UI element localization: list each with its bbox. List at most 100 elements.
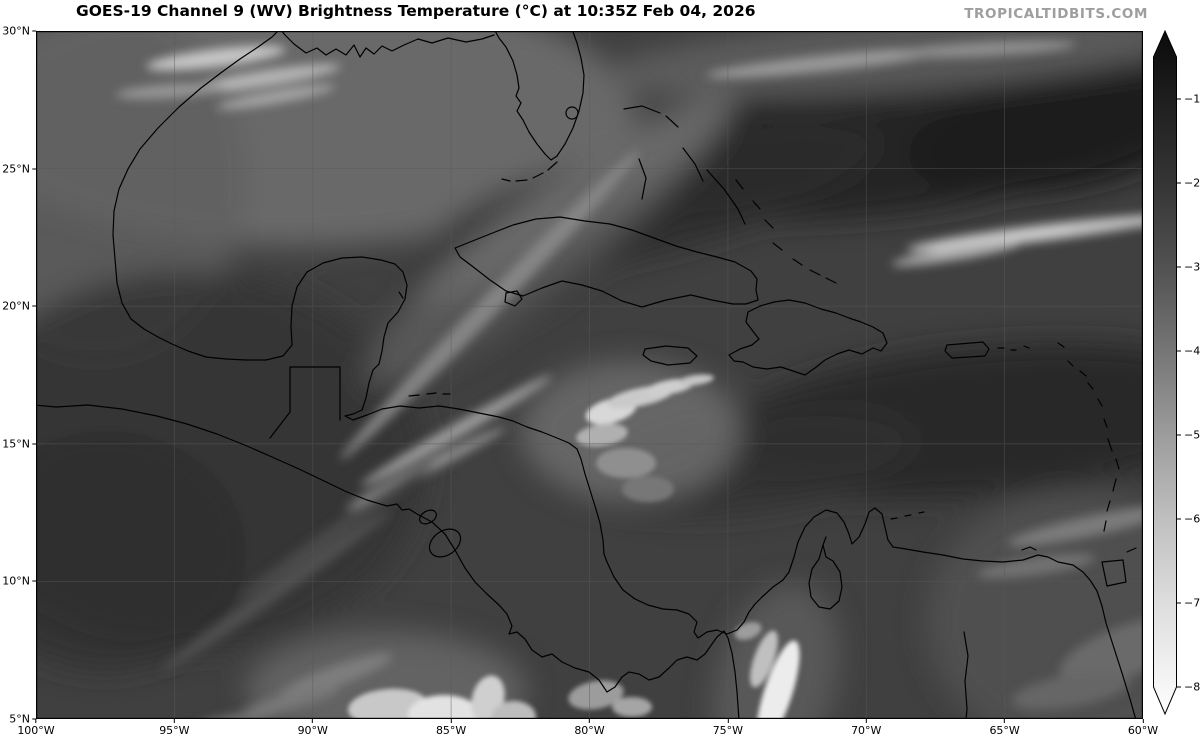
lat-tick: 30°N [2,25,36,38]
border-guatemala-belize [269,366,341,439]
figure-title: GOES-19 Channel 9 (WV) Brightness Temper… [76,2,756,20]
tick-mark [450,719,452,723]
colorbar-tick: −70 [1177,597,1200,610]
lat-tick-label: 10°N [2,574,30,588]
lon-tick-label: 65°W [989,724,1020,737]
coast-pacific [36,404,740,719]
lon-tick: 90°W [298,719,328,737]
lat-tick-label: 25°N [2,162,30,176]
bahamas [623,105,837,284]
tick-mark [35,719,37,723]
colorbar-tick: −30 [1177,261,1200,274]
bay-islands [408,392,451,397]
lat-tick: 5°N [9,713,36,726]
lat-tick: 15°N [2,437,36,450]
colorbar-tick-label: −60 [1184,512,1200,526]
tick-mark [1177,266,1181,268]
lat-tick: 25°N [2,162,36,175]
coast-texas-mexico-centralamerica [112,31,1137,719]
tick-mark [1004,719,1006,723]
colorbar-tick: −10 [1177,93,1200,106]
isle-of-youth [504,290,523,307]
lon-tick-label: 80°W [574,724,605,737]
tick-mark [1177,602,1181,604]
colorbar-tick: −80 [1177,681,1200,694]
lon-tick: 95°W [159,719,190,737]
coast-puerto-rico [944,341,990,359]
colorbar-tick-label: −70 [1184,596,1200,610]
satellite-map [36,31,1143,719]
colorbar-tick-label: −20 [1184,176,1200,190]
lesser-antilles [1057,342,1120,532]
lat-tick: 20°N [2,300,36,313]
lat-tick-label: 30°N [2,24,30,38]
lon-tick: 65°W [989,719,1020,737]
coast-hispaniola [728,299,888,376]
colorbar-tick-label: −10 [1184,92,1200,106]
coast-cuba [454,216,759,308]
lon-tick: 85°W [436,719,466,737]
lat-tick-label: 20°N [2,299,30,313]
lon-tick-label: 60°W [1127,724,1159,737]
trinidad-tobago [1101,547,1137,587]
tropicaltidbits-watermark: TROPICALTIDBITS.COM [964,6,1148,22]
lake-okeechobee [565,106,579,120]
tick-mark [1142,719,1144,723]
coast-jamaica [642,345,698,366]
lake-nicaragua [428,528,462,558]
virgin-islands [997,345,1030,351]
wv-streaks [116,40,1143,719]
lon-tick-label: 85°W [435,724,467,737]
colorbar-tick: −50 [1177,429,1200,442]
colorbar-tick-label: −50 [1184,428,1200,442]
colorbar-tick: −20 [1177,177,1200,190]
map-frame [36,31,1143,719]
lon-tick: 70°W [851,719,881,737]
colorbar-scale [1153,30,1177,716]
lake-maracaibo [808,536,843,610]
lat-tick-label: 15°N [2,437,30,451]
tick-mark [32,168,36,170]
satellite-imagery [36,31,1143,719]
colorbar-tick: −40 [1177,345,1200,358]
tick-mark [32,443,36,445]
lon-tick-label: 95°W [159,724,190,737]
coastlines [36,31,1137,719]
tick-mark [1177,350,1181,352]
tick-mark [589,719,590,723]
tick-mark [865,719,867,723]
colorbar-tick-label: −40 [1184,344,1200,358]
lon-tick: 80°W [574,719,605,737]
tick-mark [173,719,175,723]
colorbar-tick-label: −80 [1184,680,1200,694]
lon-tick: 100°W [17,719,55,737]
tick-mark [32,718,36,720]
colorbar-tick: −60 [1177,513,1200,526]
florida-keys [501,161,558,182]
tick-mark [1177,98,1181,100]
colorbar [1153,30,1177,716]
tick-mark [32,305,36,307]
wv-bright-clouds [348,374,800,719]
tick-mark [32,30,36,32]
tick-mark [32,580,36,582]
tick-mark [727,719,729,723]
lon-tick-label: 75°W [712,724,744,737]
lon-tick-label: 100°W [17,724,55,737]
lon-tick: 75°W [713,719,743,737]
lat-tick-label: 5°N [9,712,30,726]
colorbar-tick-label: −30 [1184,260,1200,274]
tick-mark [1177,182,1181,184]
graticule [36,31,1143,719]
cozumel [398,291,404,299]
margarita-abc-islands [890,511,1037,551]
lon-tick-label: 70°W [851,724,882,737]
lon-tick: 60°W [1128,719,1158,737]
lon-tick-label: 90°W [297,724,328,737]
coast-gulf-north [280,31,495,58]
tick-mark [1177,518,1181,520]
tick-mark [312,719,314,723]
tick-mark [1177,686,1181,688]
border-venezuela [963,631,969,719]
